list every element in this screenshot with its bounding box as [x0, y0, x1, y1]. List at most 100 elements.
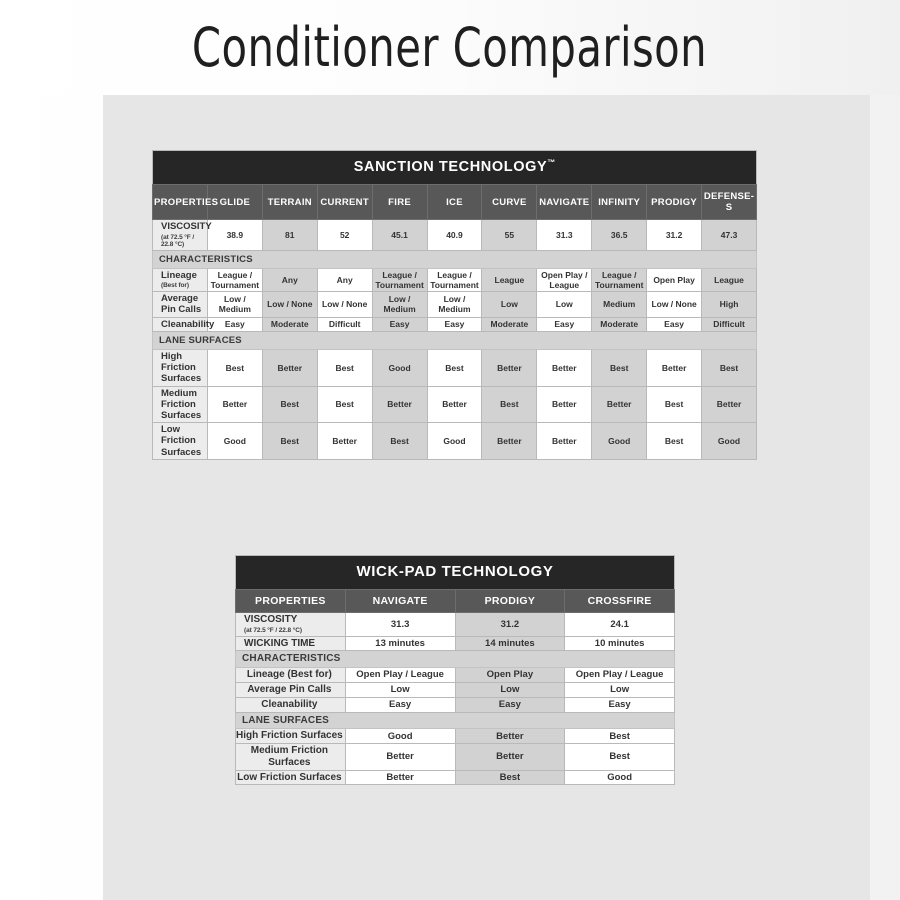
table2-col-header-navigate: NAVIGATE	[344, 588, 456, 614]
table1-data-row: Average Pin Calls Low / Medium Low / None L…	[152, 291, 757, 318]
table1-data-cell: Best	[646, 422, 703, 460]
table2-viscosity-row: VISCOSITY (at 72.5 °F / 22.8 °C) 31.3 31.2 2…	[235, 612, 675, 637]
table2-section-row: CHARACTERISTICS	[235, 650, 675, 669]
trademark-icon: ™	[547, 158, 556, 167]
table2-data-cell: Best	[564, 728, 675, 745]
table1-data-cell: Better	[536, 385, 593, 424]
table1-section-row: LANE SURFACES	[152, 330, 757, 350]
table1-data-cell: Better	[261, 348, 318, 387]
row-label-text: Low Friction Surfaces	[161, 424, 202, 458]
table1-data-cell: Moderate	[591, 316, 648, 332]
table2-data-cell: Open Play / League	[344, 667, 456, 683]
table2-row-label: High Friction Surfaces	[235, 728, 346, 745]
table2-wicking-cell: 10 minutes	[564, 635, 675, 652]
table1-data-cell: Good	[701, 422, 757, 460]
table1-data-row: Cleanability Easy Moderate Difficult Easy Eas…	[152, 316, 757, 332]
table1-data-cell: League / Tournament	[371, 268, 428, 293]
table2-wicking-label: WICKING TIME	[235, 635, 346, 652]
table2-data-cell: Better	[344, 769, 456, 786]
table2-row-label: Cleanability	[235, 696, 346, 713]
table1-viscosity-cell: 55	[481, 219, 538, 251]
table1-data-cell: Best	[426, 348, 483, 387]
table1-row-label: High Friction Surfaces	[152, 348, 208, 387]
table1-data-row: Medium Friction Surfaces Better Best Best Be…	[152, 385, 757, 424]
table1-col-header-fire: FIRE	[371, 183, 428, 221]
table2-wicking-time-row: WICKING TIME 13 minutes 14 minutes 10 minut…	[235, 635, 675, 652]
table2-data-cell: Better	[344, 743, 456, 771]
table1-data-cell: Low / None	[646, 291, 703, 318]
table1-col-header-infinity: INFINITY	[591, 183, 648, 221]
table1-data-cell: Best	[701, 348, 757, 387]
table2-data-row: High Friction Surfaces Good Better Best	[235, 728, 675, 745]
table2-data-row: Low Friction Surfaces Better Best Good	[235, 769, 675, 786]
table1-row-label: Average Pin Calls	[152, 291, 208, 318]
table1-viscosity-cell: 38.9	[206, 219, 263, 251]
table2-data-row: Cleanability Easy Easy Easy	[235, 696, 675, 713]
table1-data-cell: Low / Medium	[426, 291, 483, 318]
table1-data-cell: Good	[371, 348, 428, 387]
table1-section-row: CHARACTERISTICS	[152, 249, 757, 270]
table1-data-cell: Any	[261, 268, 318, 293]
table1-viscosity-cell: 81	[261, 219, 318, 251]
table2-data-cell: Low	[564, 681, 675, 698]
table1-data-cell: Better	[591, 385, 648, 424]
table2-viscosity-cell: 24.1	[564, 612, 675, 637]
table1-col-header-properties: PROPERTIES	[152, 183, 218, 221]
table1-data-cell: Open Play / League	[536, 268, 593, 293]
table2-data-row: Medium Friction Surfaces Better Better Best	[235, 743, 675, 771]
table1-data-cell: Better	[701, 385, 757, 424]
table2-data-row: Lineage (Best for) Open Play / League Open…	[235, 667, 675, 683]
table1-data-cell: Easy	[371, 316, 428, 332]
table1-data-cell: Better	[316, 422, 373, 460]
row-label-text: Lineage	[161, 270, 197, 282]
table1-data-cell: Better	[371, 385, 428, 424]
table1-data-cell: Best	[261, 422, 318, 460]
table1-data-cell: League / Tournament	[591, 268, 648, 293]
table1-data-row: Low Friction Surfaces Good Best Better Best G…	[152, 422, 757, 460]
table1-data-cell: Best	[206, 348, 263, 387]
table2-data-cell: Best	[454, 769, 566, 786]
page-header: Conditioner Comparison	[0, 0, 900, 95]
table2-data-cell: Low	[454, 681, 566, 698]
table1-viscosity-cell: 36.5	[591, 219, 648, 251]
table1-data-cell: Open Play	[646, 268, 703, 293]
table1-data-cell: Better	[536, 422, 593, 460]
table2-data-cell: Easy	[564, 696, 675, 713]
table1-data-cell: Low / Medium	[371, 291, 428, 318]
table1-data-cell: Difficult	[316, 316, 373, 332]
table1-data-cell: League / Tournament	[426, 268, 483, 293]
table1-data-cell: Good	[426, 422, 483, 460]
table2-col-header-properties: PROPERTIES	[235, 588, 346, 614]
table1-data-cell: Better	[481, 348, 538, 387]
table2-wicking-cell: 13 minutes	[344, 635, 456, 652]
table2-viscosity-cell: 31.3	[344, 612, 456, 637]
row-label-text: Medium Friction Surfaces	[161, 387, 202, 421]
table1-data-cell: League	[701, 268, 757, 293]
table1-data-cell: High	[701, 291, 757, 318]
table2-column-header-row: PROPERTIES NAVIGATE PRODIGY CROSSFIRE	[235, 588, 675, 614]
table1-data-cell: Easy	[536, 316, 593, 332]
table1-col-header-terrain: TERRAIN	[261, 183, 318, 221]
table1-viscosity-cell: 31.2	[646, 219, 703, 251]
table2-data-cell: Open Play / League	[564, 667, 675, 683]
table1-data-cell: League	[481, 268, 538, 293]
row-label-sub: (Best for)	[161, 282, 189, 290]
sanction-technology-table: SANCTION TECHNOLOGY™ PROPERTIES GLIDE TERR…	[152, 150, 757, 460]
table1-data-cell: Low / None	[261, 291, 318, 318]
table2-data-cell: Low	[344, 681, 456, 698]
viscosity-sub-text: (at 72.5 °F / 22.8 °C)	[161, 233, 195, 249]
table2-col-header-prodigy: PRODIGY	[454, 588, 566, 614]
table1-data-cell: Best	[316, 385, 373, 424]
table1-data-cell: Medium	[591, 291, 648, 318]
table1-data-cell: Easy	[206, 316, 263, 332]
table2-section-row: LANE SURFACES	[235, 711, 675, 730]
table1-data-cell: Easy	[646, 316, 703, 332]
table2-data-cell: Best	[564, 743, 675, 771]
table1-data-cell: Best	[316, 348, 373, 387]
table1-col-header-glide: GLIDE	[206, 183, 263, 221]
table2-banner-cell: WICK-PAD TECHNOLOGY	[235, 555, 675, 590]
table1-row-label: Cleanability	[152, 316, 214, 332]
table1-col-header-ice: ICE	[426, 183, 483, 221]
table2-data-cell: Easy	[344, 696, 456, 713]
